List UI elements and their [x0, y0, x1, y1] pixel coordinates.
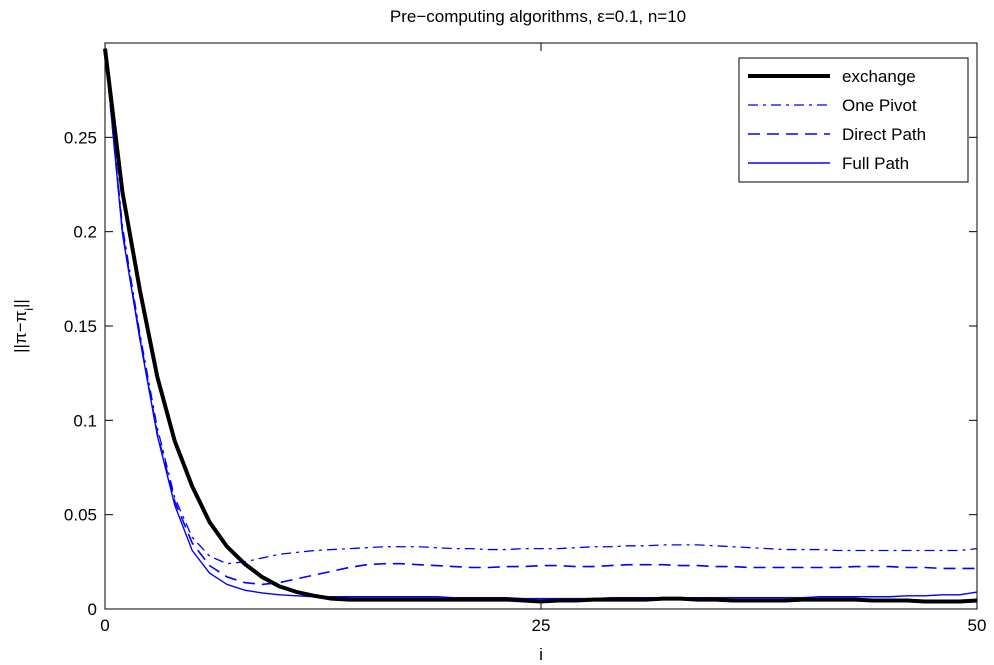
series-line-one-pivot [104, 48, 978, 565]
series-line-exchange [103, 48, 978, 604]
legend-label: Full Path [842, 154, 909, 173]
legend-label: One Pivot [842, 96, 917, 115]
x-tick-label: 50 [968, 616, 987, 635]
series-line-direct-path [104, 48, 977, 586]
chart-title: Pre−computing algorithms, ε=0.1, n=10 [390, 7, 686, 26]
y-tick-label: 0.1 [73, 411, 97, 430]
y-tick-label: 0.15 [64, 317, 97, 336]
legend-label: Direct Path [842, 125, 926, 144]
x-axis-label: i [539, 645, 543, 664]
x-tick-label: 25 [532, 616, 551, 635]
axis-tick-labels: 0 25 50 0 0.05 0.1 0.15 0.2 0.25 [64, 128, 987, 635]
y-tick-label: 0 [88, 600, 97, 619]
series-lines [103, 48, 978, 604]
x-tick-label: 0 [100, 616, 109, 635]
y-tick-label: 0.2 [73, 223, 97, 242]
y-tick-label: 0.25 [64, 128, 97, 147]
legend-box [738, 57, 969, 183]
axis-ticks [104, 43, 978, 610]
y-tick-label: 0.05 [64, 506, 97, 525]
y-axis-label: ||π−πi|| [11, 299, 36, 353]
legend: exchange One Pivot Direct Path Full Path [738, 57, 969, 183]
svg-text:||π−πi||: ||π−πi|| [11, 299, 36, 353]
series-line-full-path [104, 48, 978, 600]
legend-label: exchange [842, 67, 916, 86]
